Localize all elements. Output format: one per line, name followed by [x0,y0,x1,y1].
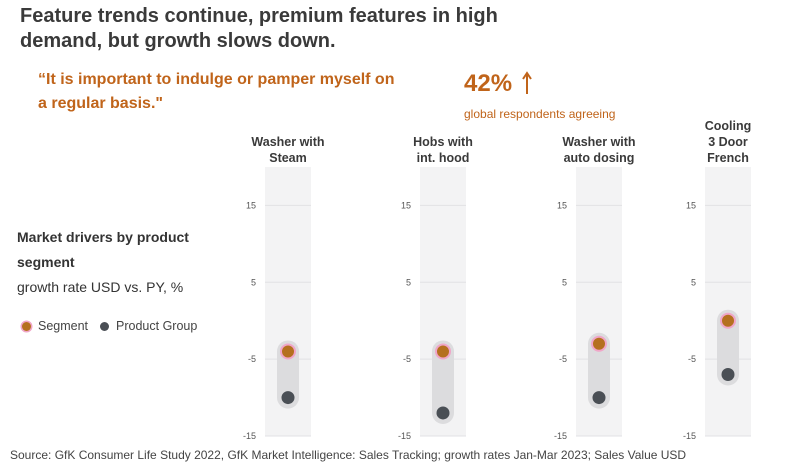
legend-label-segment: Segment [38,319,89,333]
stat-caption: global respondents agreeing [464,107,616,121]
product-group-point [436,406,450,420]
panel-title: Washer with [251,135,324,149]
y-tick-label: -5 [688,354,696,364]
y-tick-label: -5 [559,354,567,364]
range-bar [432,340,454,424]
drivers-subheading: growth rate USD vs. PY, % [17,279,184,295]
panel-title: Washer with [562,135,635,149]
panel-title: auto dosing [564,151,635,165]
quote-line-2: a regular basis." [38,95,163,112]
quote-line-1: “It is important to indulge or pamper my… [38,71,395,88]
y-tick-label: 15 [686,200,696,210]
segment-swatch [22,321,31,331]
segment-point [720,312,736,329]
product-group-point [721,368,735,382]
panel-title: Steam [269,151,307,165]
legend-label-product-group: Product Group [116,319,198,333]
y-tick-label: -15 [398,431,411,441]
y-tick-label: 5 [251,277,256,287]
range-bar [717,309,739,386]
y-tick-label: -5 [248,354,256,364]
legend-item-product-group: Product Group [100,319,197,333]
quote-text: “It is important to indulge or pamper my… [38,68,468,116]
segment-point [591,335,607,352]
drivers-heading-line-1: Market drivers by product [17,229,189,245]
page-title: Feature trends continue, premium feature… [20,4,640,54]
y-tick-label: 15 [557,200,567,210]
title-line-2: demand, but growth slows down. [20,30,336,52]
panel-background [705,167,751,436]
y-tick-label: -15 [683,431,696,441]
y-tick-label: 5 [406,277,411,287]
panel-title: int. hood [417,151,470,165]
panel-title: French [707,151,749,165]
panel-title: Hobs with [413,135,473,149]
y-tick-label: 15 [246,200,256,210]
product-group-point [592,391,606,405]
panel-title: Cooling [705,119,752,133]
segment-point [280,343,296,360]
y-tick-label: 15 [401,200,411,210]
y-tick-label: -5 [403,354,411,364]
product-group-swatch [100,321,110,331]
product-group-point [281,391,295,405]
arrow-up-icon [522,71,532,94]
panel-title: 3 Door [708,135,748,149]
y-tick-label: 5 [691,277,696,287]
y-tick-label: -15 [554,431,567,441]
range-bar [277,340,299,409]
chart-legend: Segment Product Group [22,319,209,333]
title-line-1: Feature trends continue, premium feature… [20,5,498,27]
y-tick-label: 5 [562,277,567,287]
segment-point [435,343,451,360]
drivers-heading-line-2: segment [17,254,75,270]
chart-description: Market drivers by product segment growth… [17,225,217,300]
range-bar [588,332,610,409]
legend-item-segment: Segment [22,319,88,333]
y-tick-label: -15 [243,431,256,441]
stat-value: 42% [464,70,513,97]
source-note: Source: GfK Consumer Life Study 2022, Gf… [10,448,687,462]
